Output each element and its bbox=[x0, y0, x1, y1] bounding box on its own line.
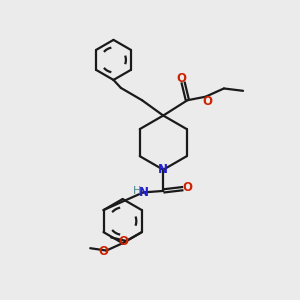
Text: O: O bbox=[182, 181, 192, 194]
Text: O: O bbox=[98, 244, 108, 258]
Text: O: O bbox=[118, 235, 128, 248]
Text: O: O bbox=[202, 95, 212, 108]
Text: N: N bbox=[158, 163, 168, 176]
Text: N: N bbox=[139, 187, 149, 200]
Text: H: H bbox=[133, 186, 142, 196]
Text: O: O bbox=[176, 72, 187, 85]
